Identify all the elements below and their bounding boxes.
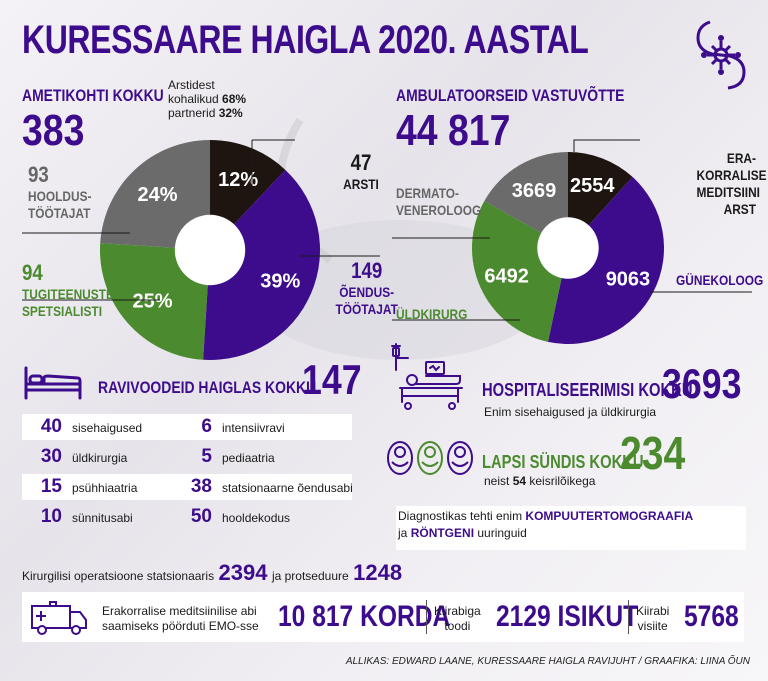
bed-department: pediaatria [222,451,275,465]
babies-icon [387,441,473,475]
ambulance-visits-label: Kiirabi visiite [636,604,670,633]
positions-pie-slice-label: 12% [218,169,258,191]
ambulatory-pie-slice-label: 6492 [484,266,529,288]
ambulatory-pie-slice-label: 2554 [570,175,615,197]
bed-count: 38 [190,476,212,497]
bed-count: 5 [201,446,212,467]
emergency-box [22,592,744,642]
positions-pie-slice-label: 24% [138,184,178,206]
positions-pie-slice [100,243,210,360]
bed-count: 10 [40,506,62,527]
positions-pie-slice-label: 39% [260,270,300,292]
beds-row: 30 üldkirurgia 5 pediaatria [22,444,352,470]
ambulance-icon [31,601,87,635]
bed-department: hooldekodus [222,511,291,525]
nurses-category: 149 ÕENDUS- TÖÖTAJAT [335,258,398,317]
ambulatory-pie-chart: 2554 9063 6492 3669 [472,152,664,344]
births-note: neist 54 keisrilõikega [484,474,596,488]
hospital-bed-patient-icon [391,343,463,410]
hospitalization-note: Enim sisehaigused ja üldkirurgia [484,405,657,419]
bed-count: 40 [40,416,62,437]
positions-pie-slice [100,140,210,250]
general-surgeon-category: ÜLDKIRURG [396,306,468,322]
hospital-logo-icon [696,20,746,90]
births-header: LAPSI SÜNDIS KOKKU [482,452,644,472]
beds-total: 147 [302,356,362,403]
positions-pie-chart: 12% 39% 25% 24% [100,140,320,360]
ambulance-delivered-label: Kiirabiga toodi [434,604,481,633]
ambulatory-pie-slice-label: 3669 [512,180,557,202]
positions-total: 383 [22,106,85,155]
emergency-count: 10 817 KORDA [278,600,451,633]
care-workers-category: 93 HOOLDUS- TÖÖTAJAT [28,162,92,221]
bed-count: 6 [201,416,212,437]
gynecologist-category: GÜNEKOLOOG [676,272,764,288]
bed-department: sünnitusabi [72,511,133,525]
ambulance-visits-count: 5768 [684,600,739,633]
beds-row: 10 sünnitusabi 50 hooldekodus [22,504,352,530]
support-specialists-category: 94 TUGITEENUSTE SPETSIALISTI [22,260,114,319]
positions-header: AMETIKOHTI KOKKU [22,86,164,105]
ambulatory-pie-slice [547,176,664,344]
beds-header: RAVIVOODEID HAIGLAS KOKKU [98,378,317,397]
hospitalization-total: 3693 [662,360,742,407]
bed-department: sisehaigused [72,421,143,435]
ambulatory-header: AMBULATOORSEID VASTUVÕTTE [396,86,625,105]
bed-department: intensiivravi [222,421,285,435]
divider [628,600,629,634]
doctors-category: 47 ARSTI [343,150,379,192]
ambulatory-pie-slice [484,152,568,248]
source-credit: ALLIKAS: EDWARD LAANE, KURESSAARE HAIGLA… [345,656,750,667]
operations-line: Kirurgilisi operatsioone statsionaaris 2… [22,560,403,585]
page-title: KURESSAARE HAIGLA 2020. AASTAL [22,18,589,62]
dermatovenerologist-category: DERMATO- VENEROLOOG [396,185,482,218]
divider [426,600,427,634]
ambulatory-pie-center-hole [537,217,599,279]
bed-count: 30 [40,446,62,467]
ambulatory-total: 44 817 [396,106,511,155]
diagnostics-text: Diagnostikas tehti enim KOMPUUTERTOMOGRA… [398,509,694,540]
bed-department: statsionaarne õendusabi [222,481,353,495]
doctors-origin-note: Arstidest kohalikud 68% partnerid 32% [168,78,247,120]
ambulatory-pie-slice-label: 9063 [606,269,651,291]
diagnostics-box [396,506,746,550]
positions-pie-slice-label: 25% [133,291,173,313]
positions-pie-slice [203,169,320,360]
emergency-text: Erakorralise meditsiinilise abi saamisek… [102,604,259,633]
beds-row: 15 psühhiaatria 38 statsionaarne õendusa… [22,474,353,500]
births-total: 234 [620,427,686,479]
bed-department: psühhiaatria [72,481,138,495]
bed-department: üldkirurgia [72,451,128,465]
bed-icon [24,366,82,400]
emergency-doctor-category: ERA- KORRALISE MEDITSIINI ARST [696,150,767,217]
ambulance-delivered-count: 2129 ISIKUT [496,600,639,633]
bed-count: 15 [40,476,62,497]
hospitalization-header: HOSPITALISEERIMISI KOKKU [482,380,693,400]
bed-count: 50 [190,506,212,527]
positions-pie-center-hole [174,214,246,286]
beds-row: 40 sisehaigused 6 intensiivravi [22,414,352,440]
